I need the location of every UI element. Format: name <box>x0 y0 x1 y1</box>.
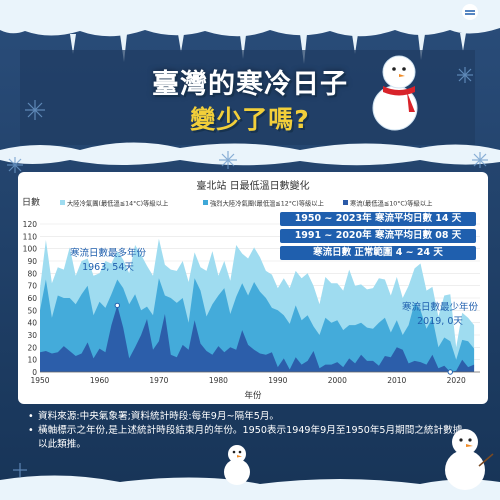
stat-box-avg-1950-2023: 1950 ~ 2023年 寒流平均日數 14 天 <box>280 212 476 226</box>
annotation-min-value: 2019, 0天 <box>417 316 463 327</box>
legend-swatch <box>60 200 65 205</box>
x-tick-label: 1960 <box>90 376 109 385</box>
logo-icon <box>462 4 478 20</box>
y-tick-label: 60 <box>27 294 37 303</box>
chart-title: 臺北站 日最低溫日數變化 <box>196 179 309 192</box>
x-axis-label: 年份 <box>244 390 262 401</box>
y-tick-label: 30 <box>27 331 37 340</box>
max-point-marker <box>114 302 120 309</box>
y-tick-label: 10 <box>27 356 37 365</box>
page-subtitle: 變少了嗎? <box>190 105 310 134</box>
min-point-marker <box>447 369 453 375</box>
x-tick-label: 1980 <box>209 376 228 385</box>
y-tick-label: 40 <box>27 319 37 328</box>
legend-label: 大陸冷氣團(最低溫≦14°C)等級以上 <box>67 199 168 208</box>
annotation-max-title: 寒流日數最多年份 <box>69 248 146 259</box>
y-tick-label: 100 <box>23 245 38 254</box>
annotation-max-value: 1963, 54天 <box>82 262 134 273</box>
legend-label: 寒流(最低溫≦10°C)等級以上 <box>350 199 432 208</box>
snow-banner <box>0 0 500 37</box>
stat-box-normal-range: 寒流日數 正常範圍 4 ~ 24 天 <box>280 246 476 260</box>
stat-box-avg-1991-2020: 1991 ~ 2020年 寒流平均日數 08 天 <box>280 229 476 243</box>
y-tick-label: 120 <box>23 220 38 229</box>
y-tick-label: 50 <box>27 306 37 315</box>
x-tick-label: 1990 <box>268 376 287 385</box>
y-tick-label: 70 <box>27 282 37 291</box>
footnote-axis: 橫軸標示之年份,是上述統計時段結束月的年份。1950表示1949年9月至1950… <box>28 424 468 452</box>
page-title: 臺灣的寒冷日子 <box>152 69 348 100</box>
annotation-min-title: 寒流日數最少年份 <box>401 302 478 313</box>
series-area-3 <box>40 305 475 372</box>
y-tick-label: 90 <box>27 257 37 266</box>
snowman-icon <box>372 55 418 131</box>
footnotes: 資料來源:中央氣象署;資料統計時段:每年9月~隔年5月。 橫軸標示之年份,是上述… <box>28 410 468 452</box>
y-tick-label: 20 <box>27 343 37 352</box>
x-tick-label: 2010 <box>387 376 406 385</box>
y-axis-label: 日數 <box>22 196 40 208</box>
footnote-source: 資料來源:中央氣象署;資料統計時段:每年9月~隔年5月。 <box>28 410 468 424</box>
legend-swatch <box>343 200 348 205</box>
chart-panel: 臺北站 日最低溫日數變化日數 0 10 20 30 40 50 60 70 80 90 100 110 1… <box>18 172 488 404</box>
y-tick-label: 110 <box>23 232 38 241</box>
x-tick-label: 1950 <box>30 376 49 385</box>
legend-swatch <box>203 200 208 205</box>
x-tick-label: 2000 <box>328 376 347 385</box>
y-tick-label: 0 <box>32 368 37 377</box>
x-tick-label: 1970 <box>149 376 168 385</box>
x-tick-label: 2020 <box>447 376 466 385</box>
legend-label: 強烈大陸冷氣團(最低溫≦12°C)等級以上 <box>210 199 324 208</box>
y-tick-label: 80 <box>27 269 37 278</box>
